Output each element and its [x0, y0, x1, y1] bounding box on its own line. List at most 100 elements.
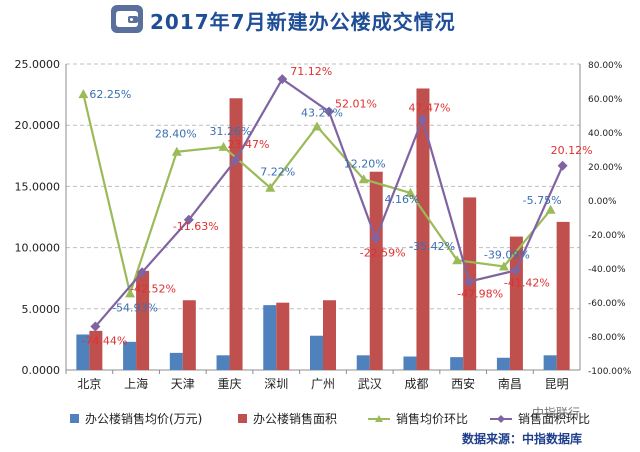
x-tick-label: 北京	[77, 377, 101, 391]
bar-area	[182, 300, 196, 370]
x-tick-label: 深圳	[264, 377, 288, 391]
area-mom-point	[510, 265, 521, 276]
price-mom-point	[171, 146, 182, 156]
area-mom-point	[137, 267, 148, 278]
x-tick-label: 武汉	[358, 377, 382, 391]
price-mom-label: -39.09%	[484, 248, 530, 261]
legend-swatch-area-mom	[490, 414, 512, 423]
price-mom-label: 28.40%	[155, 128, 197, 141]
page-title: 2017年7月新建办公楼成交情况	[150, 10, 456, 34]
price-mom-label: -54.93%	[112, 301, 158, 314]
legend-swatch-price	[70, 414, 79, 423]
x-tick-label: 成都	[404, 377, 428, 391]
legend-label-price: 办公楼销售均价(万元)	[85, 412, 203, 426]
bar-area	[136, 270, 150, 370]
legend-item-price: 办公楼销售均价(万元)	[70, 410, 202, 427]
bar-area	[276, 302, 290, 370]
y-right-tick-label: -80.00%	[588, 333, 626, 343]
gridlines	[66, 63, 580, 310]
watermark: 中指联行	[532, 406, 581, 420]
legend-label-area-mom: 销售面积环比	[518, 412, 591, 426]
area-mom-label: 23.47%	[228, 138, 270, 151]
bar-area	[369, 171, 383, 370]
price-mom-point	[265, 182, 276, 192]
y-left-tick-label: 25.0000	[15, 58, 61, 71]
price-mom-label: 31.26%	[210, 125, 252, 138]
price-mom-point	[218, 141, 229, 151]
area-mom-point	[230, 155, 241, 166]
price-mom-point	[78, 89, 89, 99]
price-mom-label: 43.27%	[301, 106, 343, 119]
area-mom-point	[417, 114, 428, 125]
legend-item-price-mom: 销售均价环比	[368, 410, 468, 427]
y-left-tick-label: 0.0000	[22, 364, 61, 377]
y-right-tick-label: 20.00%	[588, 163, 623, 173]
bar-area	[89, 330, 103, 370]
area-mom-point	[370, 233, 381, 244]
bar-price	[123, 341, 137, 370]
x-tick-label: 南昌	[498, 376, 522, 391]
price-mom-label: 7.22%	[260, 166, 295, 179]
x-tick-label: 上海	[124, 376, 148, 391]
legend-label-area: 办公楼销售面积	[253, 412, 338, 426]
lines	[78, 74, 568, 332]
area-mom-label: -42.52%	[130, 282, 176, 295]
area-mom-point	[90, 321, 101, 332]
area-mom-point	[464, 276, 475, 287]
area-mom-point	[183, 214, 194, 225]
area-mom-label: 47.47%	[408, 101, 450, 114]
price-mom-point	[358, 174, 369, 184]
bar-area	[229, 98, 243, 370]
price-mom-label: 62.25%	[89, 88, 131, 101]
y-right-tick-label: -40.00%	[588, 265, 626, 275]
wallet-icon	[111, 5, 143, 33]
bar-price	[356, 355, 370, 370]
legend-swatch-area	[238, 414, 247, 423]
y-left-tick-label: 5.0000	[22, 303, 61, 316]
y-left-tick-label: 10.0000	[15, 242, 61, 255]
legend-item-area: 办公楼销售面积	[238, 410, 337, 427]
bar-price	[310, 335, 323, 370]
area-mom-label: 52.01%	[335, 98, 377, 111]
price-mom-point	[452, 255, 463, 265]
price-mom-point	[312, 121, 322, 131]
bar-area	[556, 221, 570, 370]
source-note: 数据来源：中指数据库	[462, 432, 583, 446]
bar-area	[416, 88, 430, 370]
bars	[76, 88, 570, 370]
area-mom-label: 71.12%	[290, 65, 332, 78]
y-right-tick-label: -60.00%	[588, 299, 626, 309]
x-tick-label: 西安	[451, 376, 475, 391]
y-left-tick-label: 15.0000	[15, 180, 61, 193]
area-mom-point	[277, 74, 288, 85]
bar-price	[496, 357, 510, 370]
area-mom-label: -22.59%	[360, 246, 406, 259]
area-mom-label: -41.42%	[504, 276, 550, 289]
price-mom-label: -35.42%	[409, 240, 455, 253]
legend: 办公楼销售均价(万元) 办公楼销售面积 销售均价环比 销售面积环比	[60, 410, 640, 430]
area-mom-label: -11.63%	[173, 220, 219, 233]
price-mom-point	[125, 288, 136, 298]
price-mom-point	[545, 204, 556, 214]
legend-label-price-mom: 销售均价环比	[396, 412, 469, 426]
x-tick-label: 广州	[311, 377, 335, 391]
bar-price	[450, 357, 464, 370]
y-right-tick-label: -100.00%	[588, 367, 632, 377]
area-mom-label: -47.98%	[457, 288, 503, 301]
x-tick-label: 天津	[171, 377, 195, 391]
y-right-tick-label: 80.00%	[588, 61, 623, 71]
header: 2017年7月新建办公楼成交情况	[0, 0, 640, 44]
bar-price	[76, 334, 90, 370]
price-mom-label: -5.75%	[523, 194, 562, 207]
y-right-tick-label: 60.00%	[588, 95, 623, 105]
bar-price	[263, 305, 277, 370]
data-labels: 62.25% -54.93% 28.40% 31.26% 7.22% 43.27% 12.2…	[81, 65, 592, 347]
y-right-tick-label: -20.00%	[588, 231, 626, 241]
legend-swatch-price-mom	[368, 414, 390, 422]
y-right-tick-label: 40.00%	[588, 129, 623, 139]
area-mom-label: -74.44%	[81, 335, 127, 348]
bar-area	[323, 300, 336, 370]
price-mom-point	[498, 261, 509, 271]
price-mom-label: 12.20%	[344, 157, 386, 170]
